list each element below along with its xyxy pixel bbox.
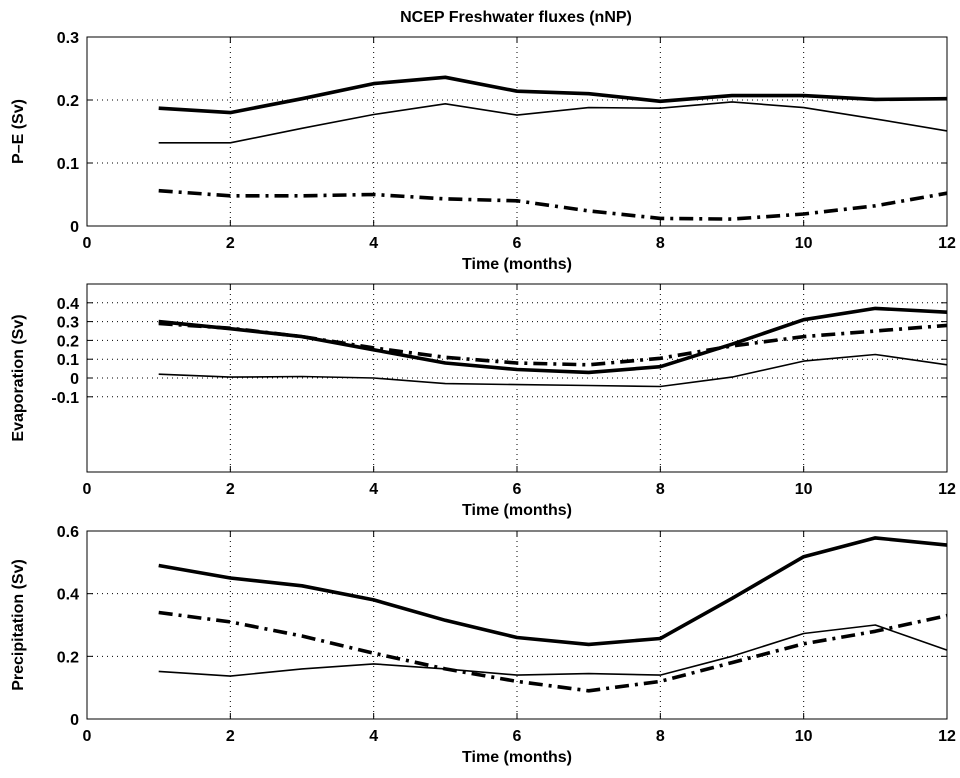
- x-tick-label: 10: [795, 481, 813, 498]
- y-tick-label: 0.4: [57, 296, 79, 313]
- x-tick-label: 12: [938, 235, 956, 252]
- x-tick-label: 4: [369, 235, 378, 252]
- x-tick-label: 6: [513, 235, 522, 252]
- x-tick-label: 2: [226, 728, 235, 745]
- y-tick-label: 0.3: [57, 315, 79, 332]
- series-line-1-thick-solid: [158, 75, 948, 115]
- x-tick-label: 2: [226, 481, 235, 498]
- series-line-1-thick-solid: [158, 306, 948, 375]
- y-tick-label: 0.2: [57, 93, 79, 110]
- panel-1: 0 2 4 6 8 10 12 0 0.1 0.2 0.3 Time (months) P–E (Sv): [10, 30, 956, 273]
- x-tick-label: 0: [83, 728, 92, 745]
- panel-3: 0 2 4 6 8 10 12 0 0.2 0.4 0.6 Time (months) Precipit…: [10, 524, 956, 766]
- series-line-2-thin-solid: [158, 624, 948, 677]
- chart-title: NCEP Freshwater fluxes (nNP): [400, 9, 632, 26]
- x-tick-label: 4: [369, 481, 378, 498]
- x-tick-label: 12: [938, 481, 956, 498]
- y-tick-label: 0.1: [57, 156, 79, 173]
- y-tick-label: 0.4: [57, 587, 79, 604]
- x-axis-label: Time (months): [462, 256, 572, 273]
- y-tick-label: 0.2: [57, 333, 79, 350]
- y-tick-label: 0.2: [57, 649, 79, 666]
- series-line-2-thin-solid: [158, 353, 948, 388]
- x-tick-label: 6: [513, 728, 522, 745]
- x-tick-label: 0: [83, 235, 92, 252]
- panel-2: 0 2 4 6 8 10 12 -0.1 0 0.1 0.20.3 0.4 Time (months) E…: [10, 283, 956, 519]
- x-tick-label: 10: [795, 235, 813, 252]
- y-tick-label: 0.6: [57, 524, 79, 541]
- x-tick-label: 8: [656, 235, 665, 252]
- x-tick-label: 8: [656, 481, 665, 498]
- series-line-1-thick-solid: [158, 536, 948, 647]
- x-tick-label: 0: [83, 481, 92, 498]
- x-axis-label: Time (months): [462, 749, 572, 766]
- x-tick-label: 6: [513, 481, 522, 498]
- y-tick-label: 0: [70, 712, 79, 729]
- y-tick-label: 0.1: [57, 352, 79, 369]
- y-axis-label: P–E (Sv): [10, 99, 27, 164]
- x-tick-label: 10: [795, 728, 813, 745]
- y-tick-label: 0.3: [57, 30, 79, 47]
- x-tick-label: 12: [938, 728, 956, 745]
- series-line-3-thick-dashdot: [158, 610, 948, 693]
- x-tick-label: 4: [369, 728, 378, 745]
- x-tick-label: 8: [656, 728, 665, 745]
- x-axis-label: Time (months): [462, 502, 572, 519]
- y-tick-label: 0: [70, 219, 79, 236]
- y-tick-label: -0.1: [51, 390, 79, 407]
- y-axis-label: Precipitation (Sv): [10, 559, 27, 691]
- series-line-2-thin-solid: [158, 101, 948, 144]
- x-tick-label: 2: [226, 235, 235, 252]
- y-tick-label: 0: [70, 371, 79, 388]
- y-axis-label: Evaporation (Sv): [10, 314, 27, 441]
- plot-frame: [86, 530, 948, 720]
- series-line-3-thick-dashdot: [158, 188, 948, 221]
